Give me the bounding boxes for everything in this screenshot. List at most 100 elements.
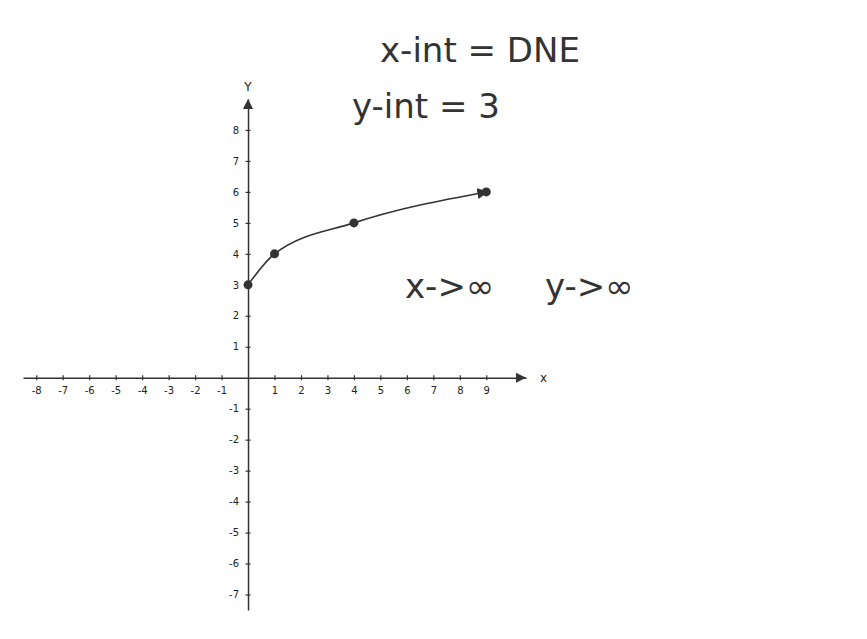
tick-mark bbox=[486, 375, 487, 380]
tick-label: 6 bbox=[233, 187, 239, 198]
tick: -6 bbox=[85, 375, 95, 396]
tick-mark bbox=[460, 375, 461, 380]
tick-mark bbox=[246, 130, 251, 131]
tick: 7 bbox=[431, 375, 437, 396]
tick-mark bbox=[274, 375, 275, 380]
tick-label: -4 bbox=[138, 385, 148, 396]
tick-label: -5 bbox=[111, 385, 121, 396]
tick-label: -2 bbox=[191, 385, 201, 396]
tick: -3 bbox=[229, 465, 250, 476]
tick-mark bbox=[246, 192, 251, 193]
tick: -6 bbox=[229, 558, 250, 569]
tick: 1 bbox=[272, 375, 278, 396]
tick-label: -4 bbox=[229, 496, 239, 507]
tick-label: 8 bbox=[457, 385, 463, 396]
tick-label: 2 bbox=[298, 385, 304, 396]
tick-mark bbox=[221, 375, 222, 380]
tick-label: -5 bbox=[229, 527, 239, 538]
point bbox=[244, 280, 253, 289]
tick-label: -3 bbox=[164, 385, 174, 396]
tick-mark bbox=[246, 594, 251, 595]
tick-mark bbox=[89, 375, 90, 380]
tick: -4 bbox=[229, 496, 250, 507]
tick-mark bbox=[36, 375, 37, 380]
tick-mark bbox=[246, 254, 251, 255]
axis-arrow bbox=[516, 373, 526, 383]
y-axis-title: Y bbox=[243, 80, 252, 94]
tick: -5 bbox=[111, 375, 121, 396]
tick-mark bbox=[246, 409, 251, 410]
tick-label: -1 bbox=[229, 403, 239, 414]
tick-mark bbox=[246, 563, 251, 564]
tick: 8 bbox=[457, 375, 463, 396]
tick-label: 8 bbox=[233, 125, 239, 136]
tick: 3 bbox=[325, 375, 331, 396]
tick-label: 3 bbox=[233, 280, 239, 291]
tick-mark bbox=[142, 375, 143, 380]
annotation: y-int = 3 bbox=[352, 86, 500, 126]
tick: 2 bbox=[298, 375, 304, 396]
tick-label: 3 bbox=[325, 385, 331, 396]
annotation: x->∞ bbox=[405, 266, 494, 306]
tick-label: 7 bbox=[431, 385, 437, 396]
tick: 6 bbox=[233, 187, 251, 198]
chart: -8 -7 -6 -5 -4 -3 -2 -1 1 2 3 4 5 6 7 8 9 -7 -6 -5 -4 -3 -2 -1 1… bbox=[0, 0, 867, 639]
tick-mark bbox=[246, 471, 251, 472]
tick-label: 1 bbox=[272, 385, 278, 396]
tick-mark bbox=[116, 375, 117, 380]
point bbox=[270, 249, 279, 258]
tick: 2 bbox=[233, 310, 251, 321]
tick-label: -1 bbox=[217, 385, 227, 396]
tick-label: -8 bbox=[32, 385, 42, 396]
tick-label: 4 bbox=[351, 385, 357, 396]
tick-mark bbox=[246, 161, 251, 162]
tick: -8 bbox=[32, 375, 42, 396]
tick-mark bbox=[433, 375, 434, 380]
tick: 7 bbox=[233, 156, 251, 167]
tick-label: 2 bbox=[233, 310, 239, 321]
tick: -4 bbox=[138, 375, 148, 396]
tick: 6 bbox=[404, 375, 410, 396]
tick: 9 bbox=[484, 375, 490, 396]
tick-mark bbox=[169, 375, 170, 380]
tick: 4 bbox=[351, 375, 357, 396]
tick-mark bbox=[246, 347, 251, 348]
annotation: y->∞ bbox=[545, 266, 634, 306]
tick-label: -2 bbox=[229, 434, 239, 445]
tick: -3 bbox=[164, 375, 174, 396]
tick: -2 bbox=[229, 434, 250, 445]
tick: -5 bbox=[229, 527, 250, 538]
tick-label: -7 bbox=[58, 385, 68, 396]
annotation: x-int = DNE bbox=[380, 30, 580, 70]
tick-label: 5 bbox=[378, 385, 384, 396]
tick: -1 bbox=[229, 403, 250, 414]
tick-mark bbox=[327, 375, 328, 380]
tick-label: -3 bbox=[229, 465, 239, 476]
axis-line bbox=[248, 100, 250, 611]
tick-mark bbox=[246, 440, 251, 441]
tick-mark bbox=[195, 375, 196, 380]
tick: 1 bbox=[233, 341, 251, 352]
tick: -1 bbox=[217, 375, 227, 396]
tick: -7 bbox=[229, 589, 250, 600]
axis-arrow bbox=[243, 99, 253, 109]
point bbox=[482, 187, 491, 196]
x-axis-title: x bbox=[540, 371, 547, 385]
tick-mark bbox=[246, 502, 251, 503]
tick: 5 bbox=[233, 218, 251, 229]
y-axis: -7-6-5-4-3-2-112345678 bbox=[229, 100, 250, 611]
tick-label: -7 bbox=[229, 589, 239, 600]
tick: -7 bbox=[58, 375, 68, 396]
tick-label: 1 bbox=[233, 341, 239, 352]
tick-label: 6 bbox=[404, 385, 410, 396]
tick-mark bbox=[301, 375, 302, 380]
tick-label: -6 bbox=[85, 385, 95, 396]
tick-mark bbox=[246, 532, 251, 533]
x-axis: -8 -7 -6 -5 -4 -3 -2 -1 1 2 3 4 5 6 7 8 9 bbox=[24, 375, 527, 396]
tick-label: 7 bbox=[233, 156, 239, 167]
tick-label: -6 bbox=[229, 558, 239, 569]
tick-mark bbox=[246, 223, 251, 224]
tick: 8 bbox=[233, 125, 251, 136]
tick-mark bbox=[407, 375, 408, 380]
tick-label: 5 bbox=[233, 218, 239, 229]
